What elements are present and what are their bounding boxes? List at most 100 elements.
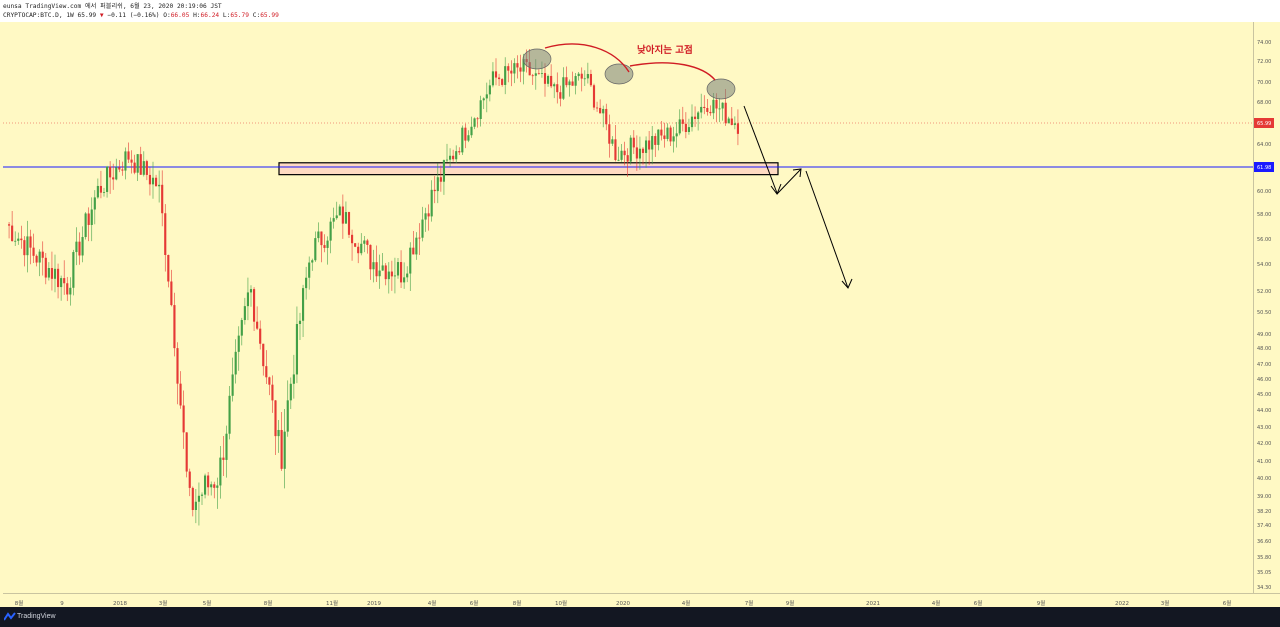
candle-body xyxy=(326,240,329,248)
candle-body xyxy=(654,136,657,145)
plot-area[interactable]: 낮아지는 고점 xyxy=(3,22,1253,593)
candle-body xyxy=(277,429,280,437)
price-tick-label: 40.00 xyxy=(1257,476,1271,482)
candle-body xyxy=(635,147,638,159)
price-tick-label: 42.00 xyxy=(1257,441,1271,447)
ohlc-legend: CRYPTOCAP:BTC.D, 1W 65.99 ▼ −0.11 (−0.16… xyxy=(3,12,279,20)
candle-body xyxy=(697,112,700,119)
candle-body xyxy=(427,213,430,217)
candle-body xyxy=(357,246,360,254)
candle-body xyxy=(295,324,299,375)
price-tick-label: 44.00 xyxy=(1257,408,1271,414)
time-tick-label: 8월 xyxy=(513,599,522,607)
price-tick-label: 41.00 xyxy=(1257,459,1271,465)
candle-body xyxy=(185,432,188,472)
price-tick-label: 54.00 xyxy=(1257,262,1271,268)
candle-body xyxy=(445,159,449,161)
price-tick-label: 70.00 xyxy=(1257,80,1271,86)
time-tick-label: 11월 xyxy=(326,599,338,607)
candle-body xyxy=(504,66,507,85)
candle-body xyxy=(360,243,363,254)
time-tick-label: 4월 xyxy=(428,599,437,607)
candle-body xyxy=(396,262,400,276)
price-tick-label: 34.30 xyxy=(1257,585,1271,591)
candle-body xyxy=(124,151,127,171)
candle-body xyxy=(543,73,547,84)
price-tick-label: 56.00 xyxy=(1257,237,1271,243)
candle-body xyxy=(170,281,173,306)
candle-body xyxy=(289,383,292,401)
candle-body xyxy=(99,185,103,193)
candle-body xyxy=(648,140,651,150)
candle-body xyxy=(90,209,93,225)
peak-arc xyxy=(629,62,716,81)
candle-body xyxy=(311,260,314,263)
candle-body xyxy=(87,213,90,225)
candle-body xyxy=(11,225,14,242)
candle-body xyxy=(308,262,311,278)
time-tick-label: 2019 xyxy=(367,601,381,607)
candle-body xyxy=(626,155,629,162)
time-tick-label: 2020 xyxy=(616,601,630,607)
time-axis[interactable]: 8월 9 2018 3월 5월 8월 11월 2019 4월 6월 8월 10월 2020 4월 7월 9월 2… xyxy=(3,593,1280,607)
candle-body xyxy=(623,150,626,156)
candle-body xyxy=(406,273,409,278)
symbol-label[interactable]: CRYPTOCAP:BTC.D, 1W xyxy=(3,12,74,19)
footer-brand[interactable]: TradingView xyxy=(17,613,56,620)
candlestick-chart[interactable]: 낮아지는 고점 xyxy=(3,22,1253,593)
candle-body xyxy=(580,73,583,79)
candle-body xyxy=(164,213,167,255)
candle-body xyxy=(179,383,182,406)
candle-body xyxy=(142,161,145,175)
candle-body xyxy=(378,270,381,277)
price-tick-label: 39.00 xyxy=(1257,494,1271,500)
price-tick-label: 37.40 xyxy=(1257,523,1271,529)
candle-body xyxy=(329,221,332,241)
candle-body xyxy=(20,238,23,241)
candle-body xyxy=(712,99,715,114)
candle-body xyxy=(105,166,109,192)
candle-body xyxy=(479,100,482,120)
time-tick-label: 9월 xyxy=(1037,599,1046,607)
candle-body xyxy=(672,136,675,142)
candle-body xyxy=(629,137,632,162)
candle-body xyxy=(565,77,568,86)
candle-body xyxy=(452,155,455,160)
candle-body xyxy=(332,218,335,222)
candle-body xyxy=(409,247,412,274)
price-tick-label: 35.05 xyxy=(1257,570,1271,576)
candle-body xyxy=(605,108,608,125)
candle-body xyxy=(286,400,289,432)
time-tick-label: 7월 xyxy=(745,599,754,607)
candle-body xyxy=(41,251,44,258)
candle-body xyxy=(81,237,84,256)
candle-body xyxy=(23,240,26,256)
candle-body xyxy=(219,457,222,486)
candle-body xyxy=(439,177,442,182)
candle-body xyxy=(448,155,452,160)
candle-body xyxy=(314,238,317,261)
candle-body xyxy=(252,289,256,322)
low-value: 65.79 xyxy=(230,12,249,19)
candle-body xyxy=(666,127,669,139)
candle-body xyxy=(522,59,525,72)
candle-body xyxy=(488,85,491,95)
candle-body xyxy=(363,240,366,244)
candle-body xyxy=(482,98,485,101)
candle-body xyxy=(550,75,553,87)
last-price: 65.99 xyxy=(77,12,97,19)
price-axis[interactable]: 74.00 72.00 70.00 68.00 65.99 64.00 61.98 60.00… xyxy=(1253,22,1280,593)
candle-body xyxy=(657,129,660,145)
candle-body xyxy=(93,197,96,210)
candle-body xyxy=(262,343,265,367)
time-tick-label: 6월 xyxy=(974,599,983,607)
candle-body xyxy=(7,224,11,226)
candle-body xyxy=(112,177,115,180)
time-tick-label: 3월 xyxy=(1161,599,1170,607)
candle-body xyxy=(50,267,54,279)
high-label: H: xyxy=(193,12,201,19)
candle-body xyxy=(568,81,571,86)
price-tick-label: 46.00 xyxy=(1257,377,1271,383)
candle-body xyxy=(200,494,204,496)
peak-arc xyxy=(544,43,630,73)
